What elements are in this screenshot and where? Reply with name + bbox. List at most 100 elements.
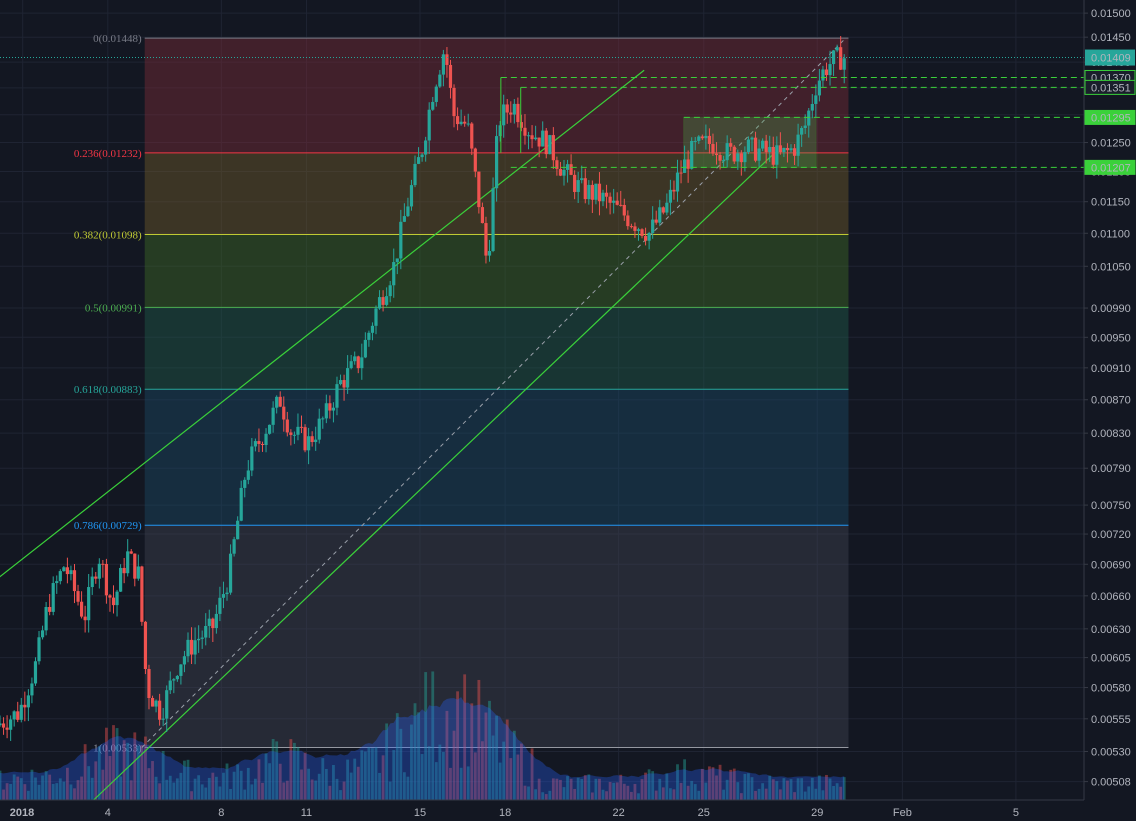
candle-body bbox=[232, 539, 236, 554]
volume-bar bbox=[452, 730, 456, 800]
volume-bar bbox=[708, 766, 711, 800]
volume-bar bbox=[722, 789, 726, 800]
volume-bar bbox=[58, 778, 62, 800]
candle-body bbox=[697, 136, 701, 141]
candle-body bbox=[729, 143, 733, 147]
volume-bar bbox=[512, 730, 516, 800]
volume-bar bbox=[126, 742, 130, 800]
candle-body bbox=[143, 621, 148, 669]
volume-bar bbox=[491, 735, 495, 800]
candle-body bbox=[51, 583, 55, 612]
volume-bar bbox=[328, 785, 332, 800]
volume-bar bbox=[622, 783, 626, 800]
price-tick-label: 0.01150 bbox=[1091, 197, 1130, 209]
candle-body bbox=[722, 160, 726, 162]
candle-body bbox=[636, 229, 641, 231]
candle-body bbox=[622, 204, 626, 216]
volume-bar bbox=[165, 779, 169, 800]
candle-body bbox=[541, 130, 545, 147]
candle-body bbox=[111, 597, 116, 606]
candle-body bbox=[682, 159, 687, 173]
candle-body bbox=[335, 384, 339, 408]
candle-body bbox=[491, 188, 495, 251]
fib-band bbox=[144, 307, 849, 390]
candle-body bbox=[0, 723, 2, 726]
volume-bar bbox=[551, 778, 555, 800]
fib-band bbox=[144, 525, 849, 748]
volume-ma-area bbox=[0, 697, 845, 800]
candle-body bbox=[55, 581, 59, 584]
candle-body bbox=[796, 134, 800, 156]
candle-body bbox=[204, 625, 208, 638]
candle-body bbox=[569, 164, 573, 175]
volume-bar bbox=[119, 776, 123, 800]
volume-bar bbox=[832, 786, 835, 800]
volume-bar bbox=[520, 743, 523, 800]
volume-bar bbox=[183, 760, 186, 800]
volume-bar bbox=[527, 786, 530, 800]
volume-bar bbox=[253, 778, 257, 800]
candle-body bbox=[299, 426, 304, 428]
volume-bar bbox=[388, 781, 392, 800]
candle-body bbox=[168, 680, 172, 691]
candle-body bbox=[498, 125, 502, 137]
candle-body bbox=[803, 125, 807, 129]
volume-bar bbox=[293, 742, 296, 800]
volume-bar bbox=[601, 789, 605, 800]
volume-bar bbox=[725, 779, 729, 800]
volume-bar bbox=[356, 766, 360, 800]
candle-body bbox=[367, 332, 371, 340]
volume-bar bbox=[16, 776, 20, 800]
volume-bar bbox=[385, 723, 389, 800]
candle-body bbox=[782, 147, 786, 153]
price-tick-label: 0.00690 bbox=[1091, 559, 1131, 571]
volume-bar bbox=[828, 778, 832, 800]
candle-body bbox=[679, 172, 683, 174]
volume-bar bbox=[222, 772, 225, 800]
volume-bar bbox=[420, 754, 424, 800]
price-axis[interactable]: 0.015000.014500.014000.013500.013000.012… bbox=[1083, 0, 1136, 821]
price-tick-label: 0.00508 bbox=[1091, 777, 1131, 789]
candle-body bbox=[331, 407, 336, 411]
price-tick-label: 0.00555 bbox=[1091, 714, 1131, 726]
candle-body bbox=[839, 47, 843, 70]
volume-bar bbox=[207, 777, 211, 800]
candle-body bbox=[633, 226, 637, 231]
candle-body bbox=[445, 54, 449, 65]
volume-bar bbox=[399, 728, 403, 800]
volume-bar bbox=[488, 700, 491, 800]
volume-bar bbox=[626, 785, 630, 800]
candle-body bbox=[165, 690, 169, 719]
candle-body bbox=[509, 112, 513, 115]
volume-bar bbox=[757, 788, 761, 800]
candle-body bbox=[534, 137, 538, 140]
candle-body bbox=[395, 258, 399, 263]
volume-bar bbox=[289, 739, 293, 800]
candle-body bbox=[33, 661, 38, 684]
candle-body bbox=[800, 128, 804, 135]
time-axis[interactable]: 2018 4 8 11 15 18 22 25 29 Feb 5 bbox=[0, 799, 1136, 821]
candle-body bbox=[1, 723, 6, 728]
volume-bar bbox=[761, 783, 765, 800]
volume-bar bbox=[502, 741, 506, 800]
volume-bar bbox=[449, 767, 452, 800]
volume-bar bbox=[190, 791, 193, 800]
volume-bar bbox=[427, 746, 431, 800]
candle-body bbox=[466, 123, 470, 125]
volume-bar bbox=[537, 778, 541, 800]
price-tick-label: 0.00910 bbox=[1091, 363, 1131, 375]
candle-body bbox=[587, 184, 591, 200]
candle-body bbox=[338, 380, 343, 385]
volume-bar bbox=[438, 744, 442, 800]
candle-body bbox=[420, 154, 424, 158]
volume-bar bbox=[115, 728, 119, 800]
volume-bar bbox=[800, 778, 804, 800]
volume-bar bbox=[378, 772, 381, 800]
candle-body bbox=[126, 551, 130, 574]
fib-level-label: 0.5(0.00991) bbox=[85, 302, 142, 314]
volume-bar bbox=[90, 777, 94, 800]
candle-body bbox=[725, 143, 729, 161]
volume-bar bbox=[65, 767, 69, 800]
candle-body bbox=[353, 356, 357, 362]
